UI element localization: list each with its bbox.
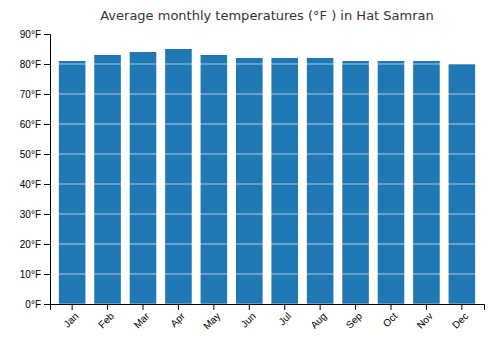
y-tick-label: 80°F [20,59,41,70]
x-tick-label: Mar [132,310,152,330]
y-tick-label: 0°F [25,299,41,310]
x-tick: Jul [276,304,293,327]
y-tick: 90°F [20,29,50,40]
y-tick-label: 30°F [20,209,41,220]
x-tick-mark [72,304,73,310]
x-tick: Dec [450,304,470,331]
bar [59,61,86,304]
bar [94,55,121,304]
y-tick-mark [44,274,50,275]
x-tick-mark [143,304,144,310]
x-tick: Feb [96,304,116,330]
y-tick-mark [44,34,50,35]
y-tick: 20°F [20,239,50,250]
y-tick-mark [44,64,50,65]
x-tick-label: Feb [96,310,116,330]
x-tick-label: Jun [239,310,258,329]
x-tick: Nov [415,304,435,331]
grid-line [50,154,484,155]
grid-line [50,124,484,125]
x-tick-label: Oct [381,310,400,329]
bars [59,49,475,304]
grid-line [50,94,484,95]
x-tick-mark [461,304,462,310]
x-tick: Mar [132,304,152,330]
y-tick-mark [44,244,50,245]
x-tick-label: Aug [308,310,328,330]
x-tick: Oct [381,304,400,329]
x-tick: Jan [61,304,80,330]
y-axis: 0°F 10°F 20°F 30°F 40°F 50°F 60°F 70°F 80°F 90°F [20,29,51,310]
y-tick: 10°F [20,269,50,280]
x-tick: Aug [308,304,328,331]
x-tick-label: Jan [61,310,80,329]
y-tick-mark [44,214,50,215]
y-tick: 40°F [20,179,50,190]
x-tick-mark [213,304,214,310]
y-axis-line [44,35,51,305]
y-tick-mark [44,154,50,155]
x-tick-label: Sep [344,310,365,331]
x-tick-mark [320,304,321,310]
y-tick-label: 70°F [20,89,41,100]
y-tick: 60°F [20,119,50,130]
grid-line [50,184,484,185]
x-tick-mark [249,304,250,310]
bar [271,58,298,304]
bar [307,58,334,304]
x-tick-mark [284,304,285,310]
x-axis: Jan Feb Mar Apr May Jun Jul Aug Sep Oct Nov Dec [51,304,485,332]
bar [201,55,228,304]
bar [236,58,263,304]
x-tick: Apr [168,304,187,329]
bar [165,49,192,304]
x-tick-mark [178,304,179,310]
y-tick: 0°F [25,299,50,310]
x-tick-mark [426,304,427,310]
x-tick-label: Dec [450,310,470,330]
y-tick-label: 90°F [20,29,41,40]
chart: 0°F 10°F 20°F 30°F 40°F 50°F 60°F 70°F 80°F 90°F J… [0,0,500,350]
x-axis-line [51,305,485,311]
y-tick: 80°F [20,59,50,70]
x-tick-label: May [201,310,222,331]
x-tick: May [201,304,222,332]
x-tick-label: Nov [415,310,435,330]
y-tick-mark [44,184,50,185]
plot: 0°F 10°F 20°F 30°F 40°F 50°F 60°F 70°F 80°F 90°F J… [20,29,485,332]
bar [342,61,369,304]
y-tick-label: 10°F [20,269,41,280]
grid-line [50,34,484,35]
bar [378,61,405,304]
x-tick: Jun [239,304,258,330]
y-tick-label: 60°F [20,119,41,130]
x-tick-mark [391,304,392,310]
grid-line [50,274,484,275]
y-tick-label: 50°F [20,149,41,160]
x-tick-mark [355,304,356,310]
x-tick: Sep [344,304,365,331]
x-tick-label: Apr [168,310,187,329]
x-tick-label: Jul [276,310,293,327]
y-tick-label: 20°F [20,239,41,250]
grid-line [50,64,484,65]
y-tick: 30°F [20,209,50,220]
y-tick-mark [44,304,50,305]
y-tick-label: 40°F [20,179,41,190]
grid-line [50,214,484,215]
y-tick-mark [44,94,50,95]
grid-line [50,244,484,245]
bar [413,61,440,304]
y-tick: 50°F [20,149,50,160]
y-tick-mark [44,124,50,125]
x-tick-mark [107,304,108,310]
bar [130,52,157,304]
y-tick: 70°F [20,89,50,100]
grid [50,34,484,304]
title: Average monthly temperatures (°F ) in Ha… [100,8,434,23]
